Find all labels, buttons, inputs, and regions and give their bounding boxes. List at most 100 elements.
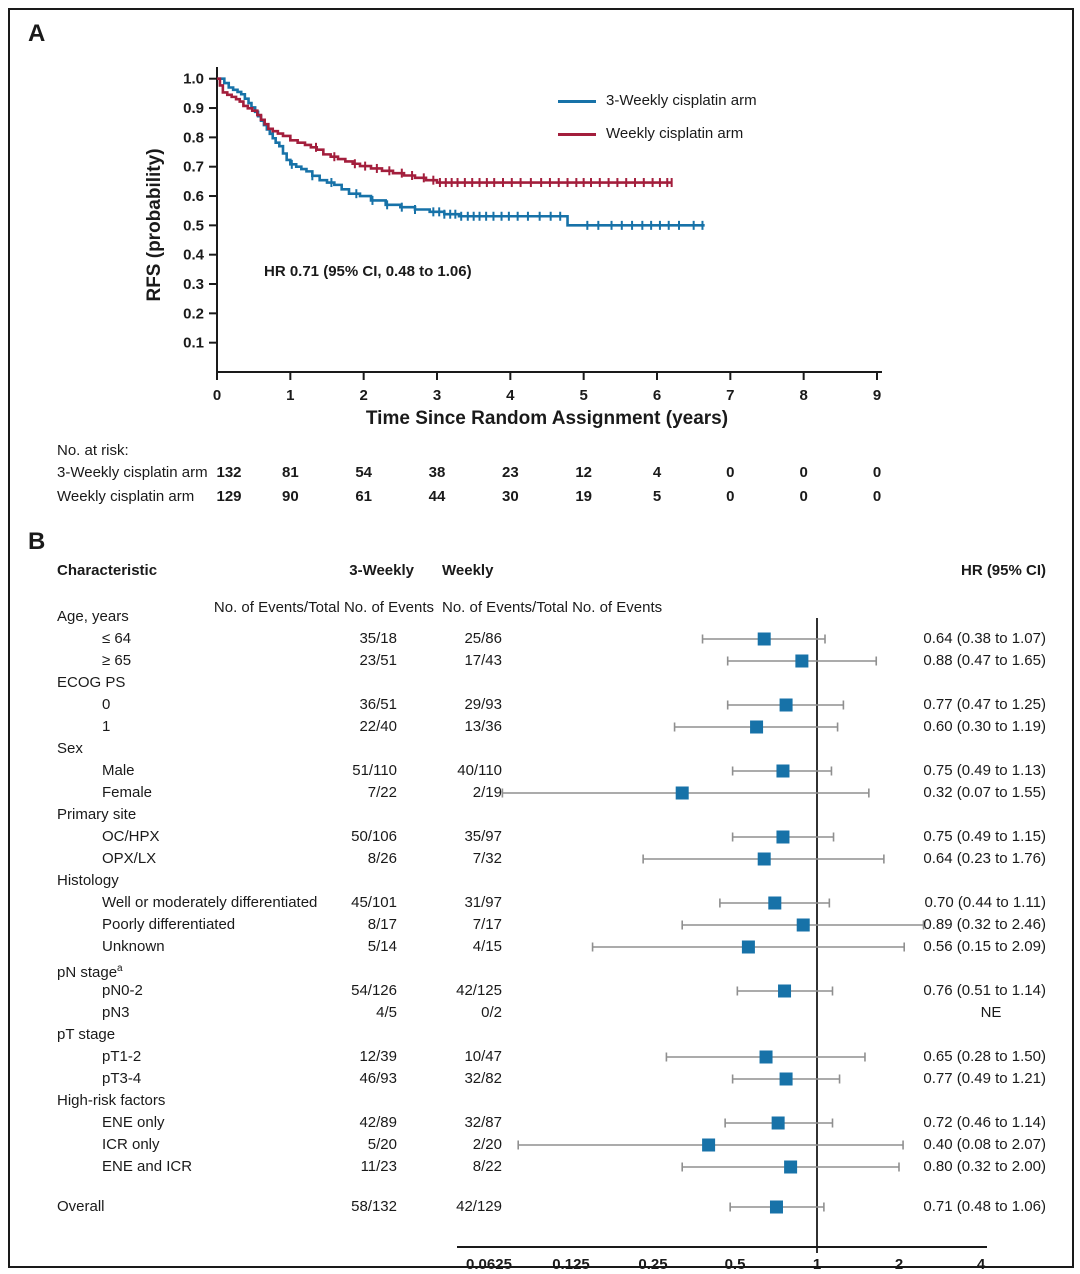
forest-row-label: Well or moderately differentiated (102, 894, 318, 911)
km-x-tick-label: 8 (799, 387, 807, 404)
km-y-tick-label: 1.0 (183, 71, 204, 88)
events-3weekly: 7/22 (367, 784, 397, 801)
legend-item: 3-Weekly cisplatin arm (558, 92, 757, 109)
km-y-tick-label: 0.4 (183, 247, 205, 264)
risk-count: 5 (652, 488, 662, 505)
km-y-tick-label: 0.3 (183, 276, 204, 293)
risk-count: 61 (355, 488, 372, 505)
risk-row-label: 3-Weekly cisplatin arm (57, 464, 208, 481)
km-x-tick-label: 3 (433, 387, 441, 404)
risk-count: 0 (799, 464, 808, 481)
forest-row-label: ENE and ICR (102, 1158, 193, 1175)
risk-count: 0 (872, 464, 882, 481)
hr-annotation: HR 0.71 (95% CI, 0.48 to 1.06) (264, 263, 472, 280)
risk-count: 90 (281, 488, 299, 505)
events-3weekly: 22/40 (359, 718, 397, 735)
column-header-hr: HR (95% CI) (960, 562, 1046, 579)
column-header-weekly: Weekly (442, 562, 494, 579)
forest-hr-marker (769, 1200, 783, 1214)
hr-value: 0.32 (0.07 to 1.55) (923, 784, 1046, 801)
events-weekly: 4/15 (472, 938, 502, 955)
km-x-tick-label: 6 (653, 387, 661, 404)
events-3weekly: 12/39 (359, 1048, 397, 1065)
forest-hr-marker (768, 896, 782, 910)
risk-count: 0 (872, 488, 882, 505)
km-x-tick-label: 2 (359, 387, 367, 404)
hr-value: 0.75 (0.49 to 1.13) (923, 762, 1046, 779)
hr-value: 0.88 (0.47 to 1.65) (923, 652, 1046, 669)
events-3weekly: 8/26 (367, 850, 397, 867)
events-weekly: 13/36 (464, 718, 502, 735)
hr-value: 0.77 (0.47 to 1.25) (923, 696, 1046, 713)
events-weekly: 32/87 (464, 1114, 502, 1131)
forest-row-label: ENE only (102, 1114, 165, 1131)
forest-hr-marker (776, 830, 790, 844)
events-3weekly: 50/106 (351, 828, 397, 845)
footnote-marker: a (117, 963, 123, 974)
forest-row-label: Sex (57, 740, 83, 757)
forest-row-label: OC/HPX (102, 828, 160, 845)
forest-row-label: ≥ 65 (102, 652, 132, 669)
risk-row-label: Weekly cisplatin arm (57, 488, 195, 505)
forest-hr-marker (702, 1138, 716, 1152)
risk-count: 0 (799, 488, 808, 505)
forest-row-label: Unknown (102, 938, 165, 955)
events-weekly: 42/129 (456, 1198, 502, 1215)
events-weekly: 2/20 (472, 1136, 502, 1153)
events-3weekly: 45/101 (351, 894, 397, 911)
forest-row-label: Primary site (57, 806, 137, 823)
events-3weekly: 36/51 (359, 696, 397, 713)
km-x-tick-label: 1 (286, 387, 294, 404)
forest-x-tick-label: 4 (977, 1256, 986, 1273)
events-3weekly: 46/93 (359, 1070, 397, 1087)
events-3weekly: 42/89 (359, 1114, 397, 1131)
forest-row-label: High-risk factors (57, 1092, 166, 1109)
risk-count: 81 (281, 464, 299, 481)
risk-count: 23 (501, 464, 519, 481)
forest-hr-marker (759, 1050, 773, 1064)
events-3weekly: 23/51 (359, 652, 397, 669)
events-weekly: 7/32 (472, 850, 502, 867)
subheader-events-weekly: No. of Events/Total No. of Events (442, 599, 663, 616)
risk-count: 129 (216, 488, 242, 505)
forest-row-label: ≤ 64 (102, 630, 132, 647)
forest-x-tick-label: 0.125 (552, 1256, 590, 1273)
forest-row-label: Histology (57, 872, 119, 889)
forest-row-label: Female (102, 784, 153, 801)
events-3weekly: 51/110 (352, 762, 397, 779)
forest-row-label: Male (102, 762, 135, 779)
events-3weekly: 54/126 (351, 982, 397, 999)
km-x-tick-label: 9 (873, 387, 881, 404)
km-y-tick-label: 0.8 (183, 129, 204, 146)
forest-hr-marker (778, 984, 792, 998)
forest-row-label: pN0-2 (102, 982, 143, 999)
hr-value: 0.89 (0.32 to 2.46) (923, 916, 1046, 933)
forest-row-label: Poorly differentiated (102, 916, 236, 933)
forest-hr-marker (757, 852, 771, 866)
forest-hr-marker (741, 940, 755, 954)
risk-count: 54 (355, 464, 372, 481)
hr-value: 0.56 (0.15 to 2.09) (923, 938, 1046, 955)
hr-value: 0.72 (0.46 to 1.14) (923, 1114, 1046, 1131)
forest-x-tick-label: 0.0625 (466, 1256, 512, 1273)
hr-value: NE (980, 1004, 1002, 1021)
km-x-tick-label: 7 (726, 387, 734, 404)
forest-x-tick-label: 1 (813, 1256, 821, 1273)
forest-row-label: Overall (57, 1198, 105, 1215)
events-weekly: 29/93 (464, 696, 502, 713)
forest-row-label: 1 (102, 718, 111, 735)
hr-value: 0.40 (0.08 to 2.07) (923, 1136, 1046, 1153)
forest-row-label: pT1-2 (102, 1048, 142, 1065)
forest-hr-marker (779, 1072, 793, 1086)
forest-x-tick-label: 0.5 (725, 1256, 746, 1273)
events-3weekly: 11/23 (360, 1158, 397, 1175)
events-weekly: 10/47 (464, 1048, 502, 1065)
events-weekly: 31/97 (464, 894, 502, 911)
x-axis-title: Time Since Random Assignment (years) (365, 408, 729, 429)
events-weekly: 17/43 (464, 652, 502, 669)
events-weekly: 2/19 (472, 784, 502, 801)
risk-count: 0 (726, 464, 735, 481)
column-header-characteristic: Characteristic (57, 562, 158, 579)
events-3weekly: 4/5 (376, 1004, 397, 1021)
events-weekly: 7/17 (472, 916, 502, 933)
